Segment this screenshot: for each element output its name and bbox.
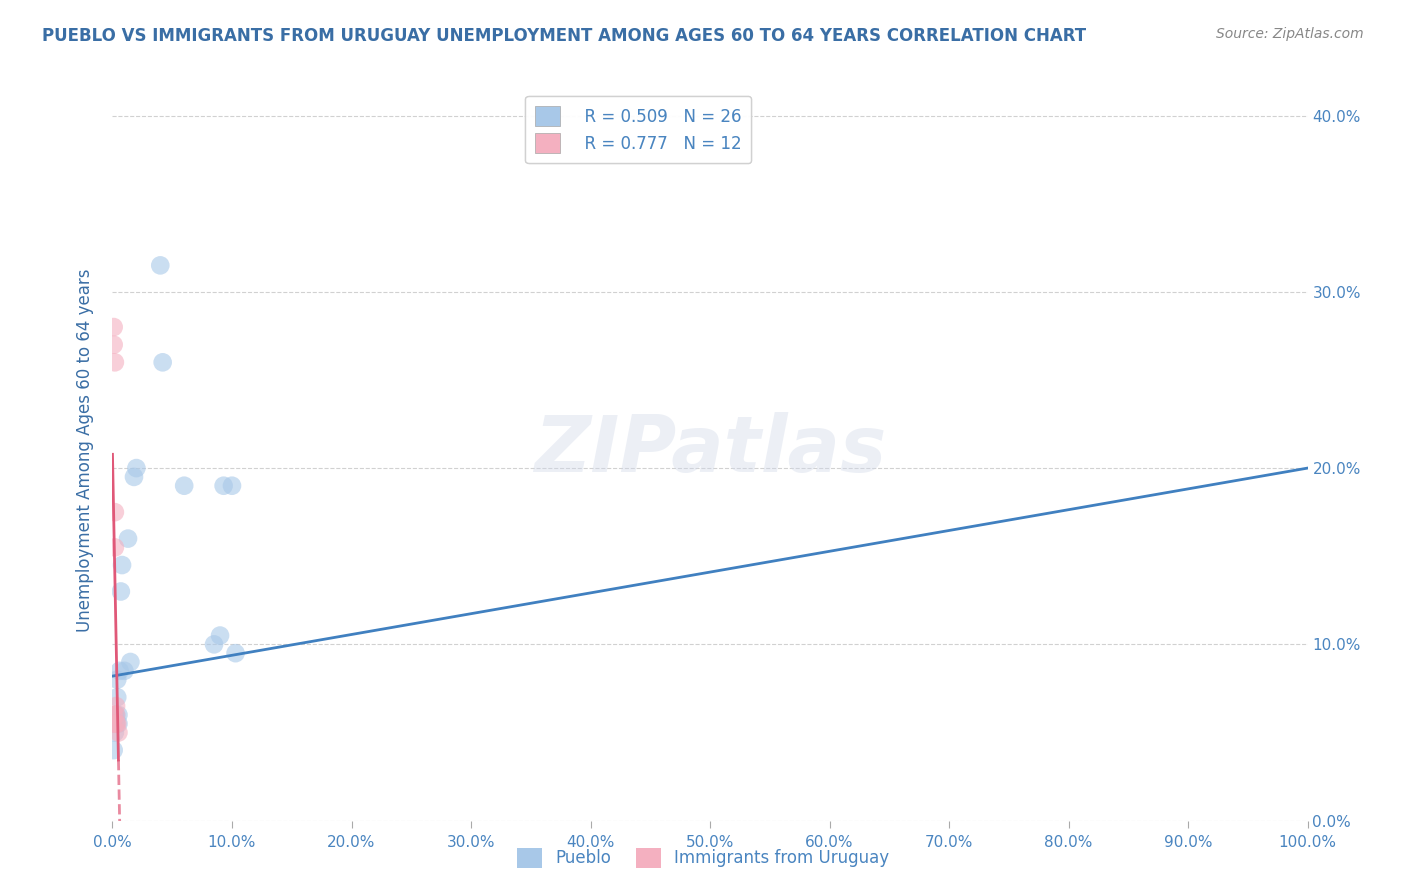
Point [101, 716, 124, 731]
Point [105, 699, 128, 714]
Point [105, 690, 128, 705]
Point [108, 664, 131, 678]
Point [104, 355, 127, 369]
Point [103, 716, 125, 731]
Point [111, 558, 134, 572]
Point [212, 479, 235, 493]
Point [107, 725, 129, 739]
Point [104, 541, 127, 555]
Point [110, 584, 132, 599]
Point [105, 707, 128, 722]
Point [125, 461, 148, 475]
Legend:   R = 0.509   N = 26,   R = 0.777   N = 12: R = 0.509 N = 26, R = 0.777 N = 12 [526, 96, 751, 163]
Text: PUEBLO VS IMMIGRANTS FROM URUGUAY UNEMPLOYMENT AMONG AGES 60 TO 64 YEARS CORRELA: PUEBLO VS IMMIGRANTS FROM URUGUAY UNEMPL… [42, 27, 1087, 45]
Point [105, 716, 128, 731]
Point [105, 716, 128, 731]
Point [103, 707, 125, 722]
Point [149, 259, 172, 273]
Point [105, 673, 128, 687]
Point [117, 532, 139, 546]
Point [221, 479, 243, 493]
Point [120, 655, 142, 669]
Point [107, 707, 129, 722]
Point [107, 716, 129, 731]
Point [105, 716, 128, 731]
Point [114, 664, 135, 678]
Point [202, 637, 225, 651]
Point [173, 479, 195, 493]
Point [122, 470, 145, 484]
Y-axis label: Unemployment Among Ages 60 to 64 years: Unemployment Among Ages 60 to 64 years [76, 268, 94, 632]
Point [104, 725, 127, 739]
Point [103, 320, 125, 334]
Point [104, 505, 127, 519]
Point [152, 355, 174, 369]
Legend: Pueblo, Immigrants from Uruguay: Pueblo, Immigrants from Uruguay [510, 841, 896, 875]
Text: ZIPatlas: ZIPatlas [534, 412, 886, 489]
Point [105, 707, 128, 722]
Point [103, 743, 125, 757]
Point [225, 646, 247, 660]
Point [104, 707, 127, 722]
Text: Source: ZipAtlas.com: Source: ZipAtlas.com [1216, 27, 1364, 41]
Point [209, 628, 232, 642]
Point [103, 337, 125, 351]
